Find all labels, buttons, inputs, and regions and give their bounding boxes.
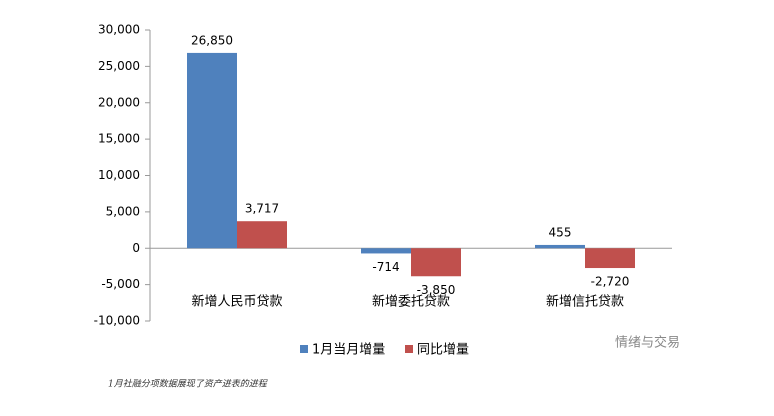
data-label: -2,720 (591, 275, 630, 289)
data-label: 455 (549, 225, 572, 239)
legend-label: 同比增量 (417, 343, 469, 358)
data-label: 3,717 (245, 202, 279, 216)
bar (535, 244, 585, 249)
data-label: -714 (372, 260, 399, 274)
y-tick-label: 20,000 (98, 95, 140, 109)
watermark: 情绪与交易 (615, 335, 680, 351)
caption: 1月社融分项数据展现了资产进表的进程 (108, 379, 268, 390)
data-label: -3,850 (417, 283, 456, 297)
y-tick-label: -5,000 (101, 277, 140, 291)
bar (361, 248, 411, 254)
x-tick-label: 新增信托贷款 (546, 294, 624, 310)
bar (411, 248, 461, 277)
y-tick-label: 5,000 (106, 204, 140, 218)
bar (187, 52, 237, 249)
legend-swatch (405, 345, 413, 353)
y-tick-label: 15,000 (98, 132, 140, 146)
y-tick-label: 25,000 (98, 59, 140, 73)
x-tick-label: 新增委托贷款 (372, 294, 450, 310)
legend-label: 1月当月增量 (312, 343, 385, 358)
legend-swatch (300, 345, 308, 353)
y-tick-label: 30,000 (98, 23, 140, 37)
y-tick-label: 10,000 (98, 168, 140, 182)
x-tick-label: 新增人民币贷款 (191, 294, 282, 310)
y-tick-label: -10,000 (94, 314, 140, 328)
data-label: 26,850 (191, 33, 233, 47)
bar (237, 221, 287, 249)
bar (585, 248, 635, 269)
y-tick-label: 0 (132, 241, 140, 255)
